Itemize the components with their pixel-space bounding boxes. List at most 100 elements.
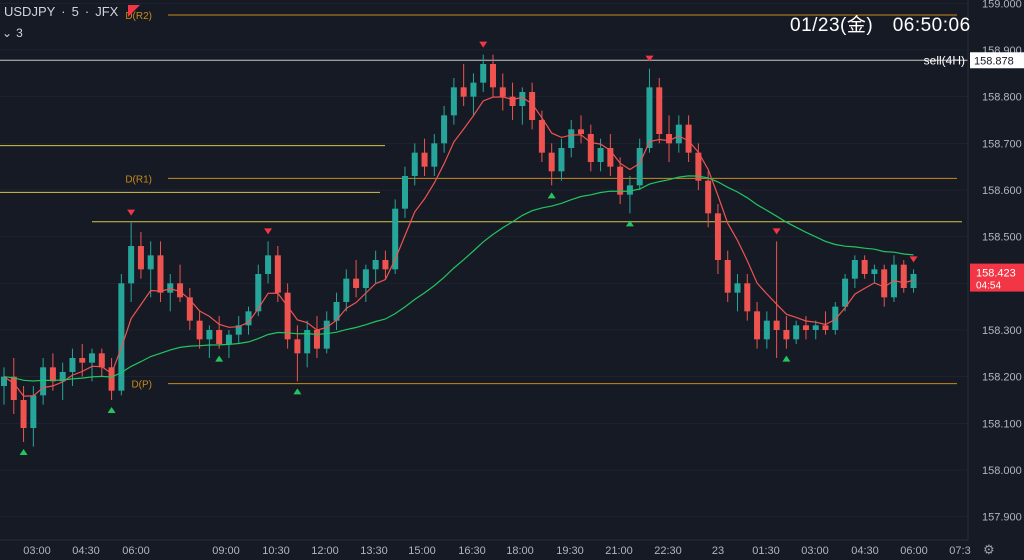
candle-body (626, 185, 633, 195)
candle-body (773, 320, 780, 330)
sell-price-label: 158.878 (974, 55, 1014, 67)
candle-body (587, 134, 594, 162)
candle-body (49, 367, 56, 382)
ma-fast-line (3, 96, 914, 397)
price-tick-label: 159.000 (982, 0, 1022, 10)
sell-line-label: sell(4H) (924, 53, 965, 67)
price-tick-label: 157.900 (982, 512, 1022, 524)
indicator-collapse-button[interactable]: ⌄ 3 (2, 26, 23, 40)
candle-body (206, 330, 213, 340)
candle-body (40, 367, 47, 396)
separator: · (84, 3, 90, 19)
candle-body (265, 255, 272, 274)
candle-body (558, 148, 565, 172)
time-tick-label: 23 (712, 545, 724, 557)
candle-body (147, 255, 154, 270)
candle-body (216, 330, 223, 344)
flag-icon[interactable] (128, 5, 141, 17)
buy-marker (547, 192, 556, 199)
gear-icon[interactable]: ⚙ (983, 542, 995, 557)
candle-body (245, 311, 252, 326)
candle-body (79, 358, 86, 363)
candle-body (362, 269, 369, 288)
candle-body (108, 367, 115, 391)
candle-body (225, 334, 232, 344)
candle-body (167, 283, 174, 293)
candle-body (392, 208, 399, 270)
time-axis[interactable]: 03:00 04:30 06:00 09:00 10:30 12:00 13:30 15:00… (0, 539, 971, 557)
candle-body (509, 96, 516, 106)
time-tick-label: 10:30 (262, 545, 290, 557)
candle-body (333, 302, 340, 321)
candle-body (793, 325, 800, 340)
time-tick-label: 01:30 (752, 545, 780, 557)
candle-body (548, 152, 555, 172)
candle-body (538, 120, 545, 153)
candle-body (128, 246, 135, 284)
price-axis[interactable]: 159.000158.900158.800158.700158.600158.5… (967, 0, 1024, 560)
candle-body (900, 264, 907, 288)
candle-body (783, 330, 790, 340)
candle-body (30, 395, 37, 428)
candle-body (441, 115, 448, 144)
time-tick-label: 22:30 (654, 545, 682, 557)
candle-body (313, 330, 320, 349)
current-price-tag (970, 263, 1024, 292)
candle-body (744, 283, 751, 312)
signal-markers (19, 41, 918, 455)
symbol-name: USDJPY (4, 3, 56, 19)
candle-body (695, 152, 702, 181)
candle-body (910, 274, 917, 288)
interval-label: 5 (71, 3, 79, 19)
sell-marker (479, 41, 488, 48)
candle-body (470, 82, 477, 97)
candle-body (10, 376, 17, 400)
candle-body (118, 283, 125, 391)
candle-body (89, 353, 96, 363)
sell-price-tag (970, 52, 1024, 69)
time-tick-label: 19:30 (556, 545, 584, 557)
candle-body (675, 124, 682, 144)
sell-marker (645, 55, 654, 62)
price-tick-label: 158.700 (982, 138, 1022, 150)
candle-body (196, 320, 203, 340)
candle-body (372, 260, 379, 270)
time-tick-label: 15:00 (408, 545, 436, 557)
candle-body (705, 180, 712, 214)
price-tick-label: 158.000 (982, 465, 1022, 477)
candle-body (59, 372, 66, 382)
candle-body (578, 129, 585, 134)
candle-body (480, 64, 487, 83)
candle-body (802, 325, 809, 330)
candle-body (763, 320, 770, 340)
horizontal-levels[interactable]: D(R2) D(R1) D(P) sell(4H) (0, 11, 968, 391)
separator: · (61, 3, 66, 19)
candle-body (343, 278, 350, 302)
candle-body (714, 213, 721, 260)
candle-body (568, 129, 575, 148)
candle-body (1, 376, 7, 386)
time-tick-label: 09:00 (212, 545, 240, 557)
price-tick-label: 158.100 (982, 418, 1022, 430)
grid-lines (0, 2, 968, 518)
candle-body (411, 152, 418, 176)
countdown-label: 04:54 (976, 281, 1001, 292)
candle-body (431, 143, 438, 167)
candle-body (401, 176, 408, 209)
candle-body (69, 358, 76, 372)
candle-body (382, 260, 389, 270)
buy-marker (293, 388, 302, 395)
candle-body (666, 134, 673, 144)
indicator-count: 3 (16, 26, 23, 40)
candle-body (636, 148, 643, 186)
buy-marker (19, 449, 28, 455)
symbol-header[interactable]: USDJPY · 5 · JFX (0, 0, 141, 22)
candle-body (304, 330, 311, 354)
price-tick-label: 158.500 (982, 232, 1022, 244)
time-tick-label: 12:00 (311, 545, 339, 557)
candle-body (353, 278, 360, 288)
time-tick-label: 06:00 (122, 545, 150, 557)
pivot-label: D(R2) (125, 11, 152, 22)
candle-body (832, 306, 839, 330)
